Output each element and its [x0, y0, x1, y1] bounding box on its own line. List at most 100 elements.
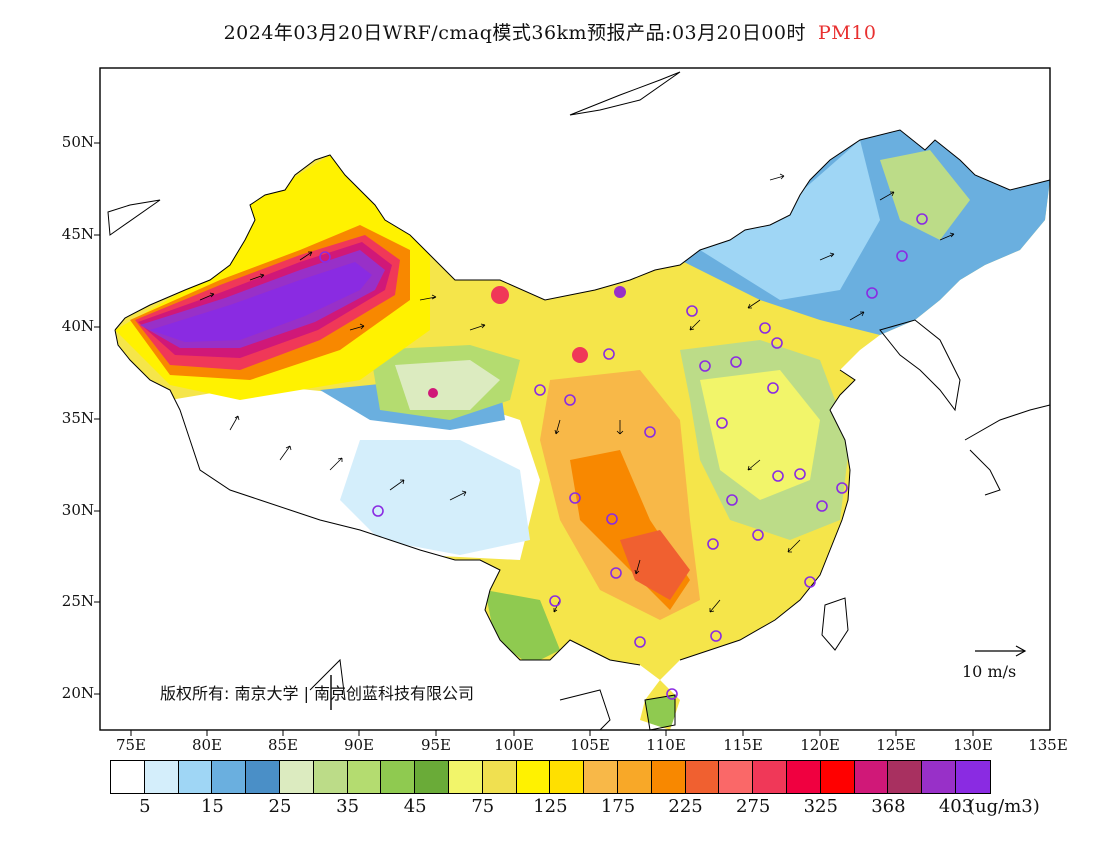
- axis-ticks: [94, 142, 974, 736]
- colorbar-tick-label: 225: [668, 796, 703, 817]
- city-marker: [794, 468, 806, 480]
- lat-label: 20N: [61, 684, 94, 702]
- city-marker: [534, 384, 546, 396]
- colorbar-tick-label: 25: [268, 796, 292, 817]
- colorbar-cell: [246, 761, 280, 793]
- city-marker: [699, 360, 711, 372]
- lon-label: 110E: [646, 736, 686, 754]
- title-main: 2024年03月20日WRF/cmaq模式36km预报产品:03月20日00时: [223, 22, 806, 44]
- lat-label: 40N: [61, 317, 94, 335]
- hotspot-qinghai: [428, 388, 438, 398]
- city-marker: [866, 287, 878, 299]
- field-northeast-light: [700, 140, 880, 300]
- city-marker: [644, 426, 656, 438]
- hotspot-ningxia: [572, 347, 588, 363]
- field-tibet-lightblue: [340, 440, 530, 555]
- city-marker: [666, 688, 678, 700]
- city-marker: [730, 356, 742, 368]
- colorbar-cell: [144, 761, 179, 793]
- colorbar-tick-label: 175: [600, 796, 636, 817]
- colorbar-tick-label: 325: [803, 796, 838, 817]
- lat-label: 35N: [61, 409, 94, 427]
- colorbar-tick-label: 403: [938, 796, 974, 817]
- city-marker: [896, 250, 908, 262]
- colorbar-cell: [347, 761, 382, 793]
- city-marker: [716, 417, 728, 429]
- city-marker: [564, 394, 576, 406]
- lon-label: 120E: [800, 736, 840, 754]
- colorbar-cell: [753, 761, 787, 793]
- city-marker: [771, 337, 783, 349]
- city-marker: [726, 494, 738, 506]
- lat-label: 50N: [61, 133, 94, 151]
- field-east-yellowgreen: [700, 370, 820, 500]
- colorbar-tick-label: 125: [533, 796, 568, 817]
- city-marker: [634, 636, 646, 648]
- colorbar-cell: [820, 761, 855, 793]
- colorbar-cell: [279, 761, 314, 793]
- city-marker: [319, 251, 331, 263]
- colorbar-tick-label: 5: [139, 796, 151, 817]
- lon-label: 130E: [953, 736, 993, 754]
- city-marker: [767, 382, 779, 394]
- lon-label: 90E: [343, 736, 375, 754]
- city-marker: [603, 348, 615, 360]
- city-marker: [916, 213, 928, 225]
- colorbar-tick-label: 368: [871, 796, 906, 817]
- colorbar-cell: [719, 761, 754, 793]
- colorbar-cell: [685, 761, 720, 793]
- wind-reference-arrow: [975, 645, 1027, 657]
- hotspot-innermongolia: [614, 286, 626, 298]
- city-marker: [816, 500, 828, 512]
- city-marker: [759, 322, 771, 334]
- wind-reference-label: 10 m/s: [962, 662, 1017, 681]
- colorbar-cell: [212, 761, 247, 793]
- colorbar-cell: [313, 761, 348, 793]
- colorbar-cell: [786, 761, 821, 793]
- city-marker: [569, 492, 581, 504]
- city-marker: [836, 482, 848, 494]
- copyright-text: 版权所有: 南京大学 | 南京创蓝科技有限公司: [160, 684, 475, 703]
- colorbar: [110, 760, 991, 794]
- city-marker: [606, 513, 618, 525]
- map-title: 2024年03月20日WRF/cmaq模式36km预报产品:03月20日00时 P…: [0, 18, 1100, 45]
- coastlines: [107, 71, 1051, 731]
- city-marker: [549, 595, 561, 607]
- colorbar-unit: (ug/m3): [968, 796, 1040, 817]
- city-marker: [804, 576, 816, 588]
- colorbar-tick-label: 275: [736, 796, 771, 817]
- lon-label: 95E: [420, 736, 452, 754]
- city-marker: [610, 567, 622, 579]
- lat-label: 25N: [61, 592, 94, 610]
- city-markers: [319, 213, 928, 700]
- lon-label: 75E: [115, 736, 147, 754]
- city-marker: [752, 529, 764, 541]
- colorbar-cell: [651, 761, 686, 793]
- lat-label: 30N: [61, 501, 94, 519]
- lon-label: 80E: [191, 736, 223, 754]
- colorbar-cell: [922, 761, 956, 793]
- colorbar-cell: [415, 761, 449, 793]
- colorbar-cell: [516, 761, 551, 793]
- colorbar-cell: [381, 761, 416, 793]
- lon-label: 100E: [494, 736, 534, 754]
- city-marker: [686, 305, 698, 317]
- lon-label: 115E: [723, 736, 763, 754]
- hotspot-gansu: [491, 286, 509, 304]
- colorbar-tick-label: 75: [471, 796, 495, 817]
- city-marker: [710, 630, 722, 642]
- colorbar-cell: [111, 761, 145, 793]
- field-qinghai-light: [395, 360, 500, 410]
- colorbar-cell: [178, 761, 213, 793]
- colorbar-cell: [584, 761, 618, 793]
- colorbar-tick-label: 45: [403, 796, 427, 817]
- colorbar-cell: [888, 761, 923, 793]
- colorbar-cell: [617, 761, 652, 793]
- field-ne-green: [880, 150, 970, 240]
- lat-label: 45N: [61, 225, 94, 243]
- colorbar-cell: [482, 761, 517, 793]
- wind-vectors: [199, 173, 955, 613]
- city-marker: [707, 538, 719, 550]
- colorbar-tick-label: 35: [336, 796, 360, 817]
